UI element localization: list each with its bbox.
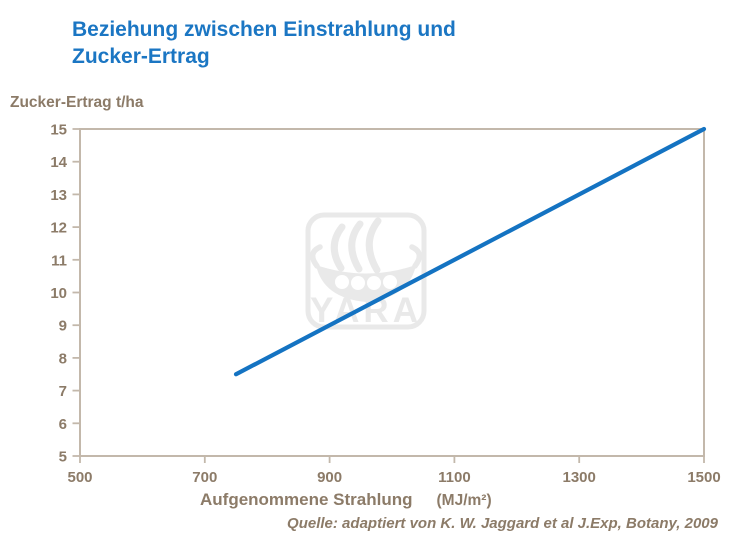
x-tick-label: 900 [317, 469, 342, 486]
axes: 5 6 7 8 9 10 11 12 13 14 15 500 700 900 1100 1300 1500 [50, 122, 720, 487]
y-tick-label: 14 [50, 154, 67, 171]
ship-prow-curl-icon [309, 244, 323, 269]
y-tick-label: 11 [51, 252, 67, 269]
y-tick-label: 13 [50, 187, 67, 204]
y-tick-label: 9 [59, 318, 67, 335]
yara-watermark: YARA [305, 212, 427, 330]
y-tick-label: 12 [50, 220, 67, 237]
chart-title-line1: Beziehung zwischen Einstrahlung und [72, 18, 456, 41]
x-tick-label: 700 [192, 469, 217, 486]
data-series [233, 126, 707, 377]
y-tick-label: 8 [59, 350, 67, 367]
sail-icon [330, 223, 346, 272]
yara-watermark-text: YARA [310, 291, 422, 330]
ship-stern-curl-icon [409, 244, 423, 269]
chart-plot-area: 5 6 7 8 9 10 11 12 13 14 15 500 700 900 1100 1300 1500 Y… [50, 122, 720, 487]
x-axis-unit: (MJ/m²) [436, 492, 492, 509]
plot-border [79, 128, 705, 457]
watermark-frame [305, 212, 427, 330]
x-tick-label: 500 [67, 469, 92, 486]
series-line [233, 126, 707, 377]
sail-icon [365, 217, 382, 274]
shield-hole [367, 276, 381, 290]
source-citation: Quelle: adaptiert von K. W. Jaggard et a… [287, 515, 718, 532]
y-tick-label: 7 [59, 383, 67, 400]
x-tick-label: 1500 [687, 469, 720, 486]
shield-hole [383, 275, 397, 289]
y-tick-label: 5 [59, 449, 67, 466]
x-tick-label: 1100 [438, 469, 471, 486]
y-tick-label: 6 [59, 416, 67, 433]
y-tick-label: 10 [50, 285, 67, 302]
x-tick-label: 1300 [563, 469, 596, 486]
sail-icon [348, 220, 364, 273]
y-tick-label: 15 [50, 122, 67, 139]
x-axis-label-text: Aufgenommene Strahlung [200, 490, 413, 509]
chart-title-line2: Zucker-Ertrag [72, 45, 210, 68]
shield-hole [335, 275, 349, 289]
y-axis-title: Zucker-Ertrag t/ha [10, 94, 144, 111]
chart-title: Beziehung zwischen Einstrahlung und Zuck… [72, 16, 456, 70]
shield-hole [351, 276, 365, 290]
x-axis-label: Aufgenommene Strahlung (MJ/m²) [200, 490, 492, 510]
